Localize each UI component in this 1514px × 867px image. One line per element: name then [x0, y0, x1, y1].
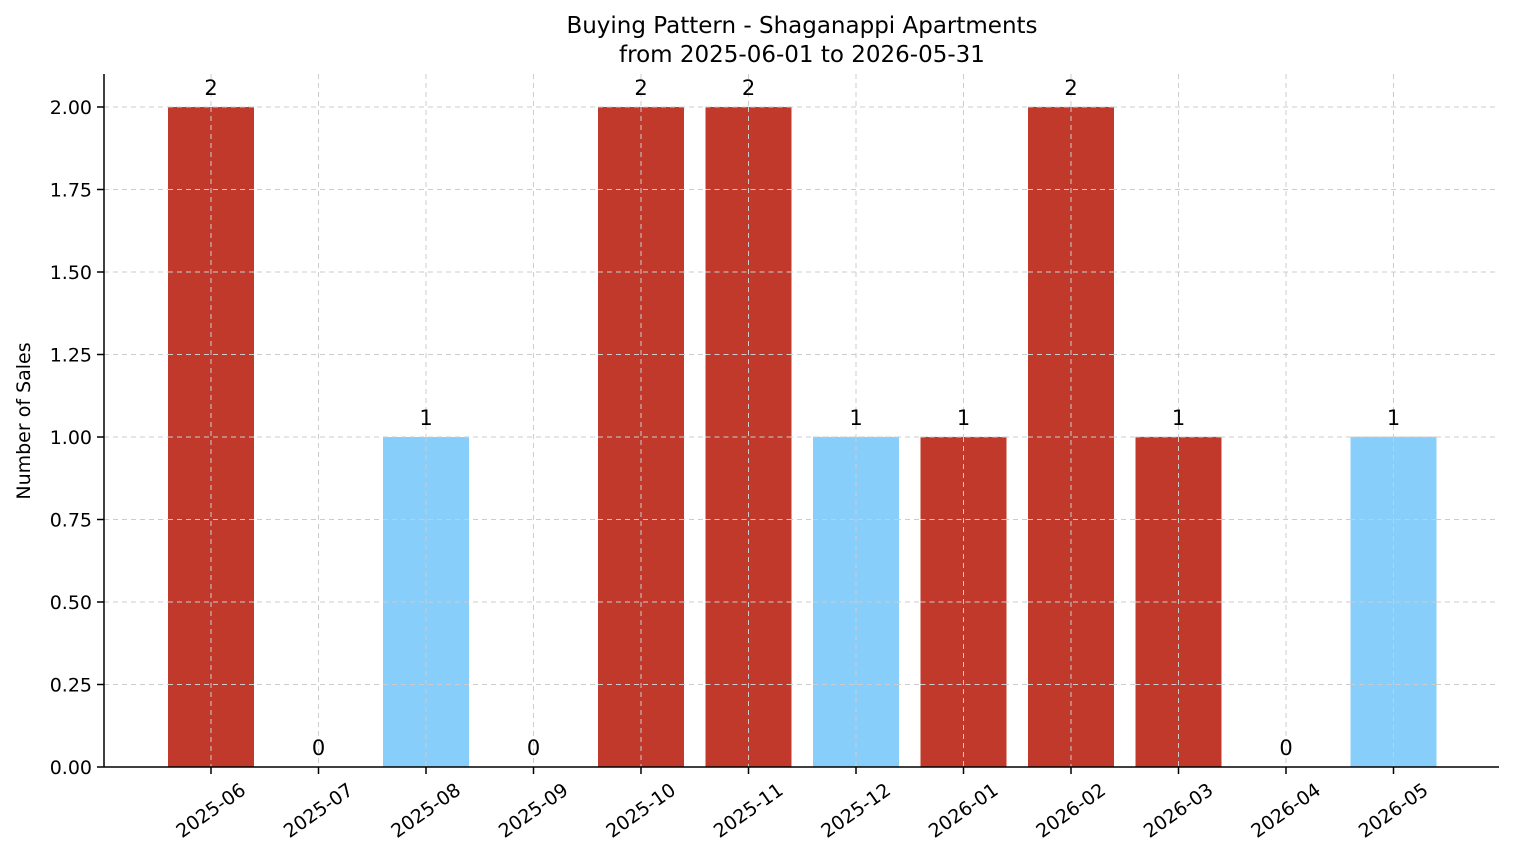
y-tick-label: 0.50 [50, 592, 92, 614]
data-label-2026-04: 0 [1279, 736, 1292, 760]
y-tick-label: 1.25 [50, 345, 92, 367]
axes-layer [97, 74, 1499, 774]
bars-layer [168, 106, 1437, 767]
x-tick-label-2026-04: 2026-04 [1247, 779, 1325, 843]
x-tick-label-2025-12: 2025-12 [817, 779, 895, 843]
y-tick-label: 2.00 [50, 97, 92, 119]
chart-subtitle: from 2025-06-01 to 2026-05-31 [619, 42, 985, 68]
y-axis-label: Number of Sales [13, 342, 35, 499]
data-label-2026-02: 2 [1064, 76, 1077, 100]
x-tick-label-2025-10: 2025-10 [602, 779, 680, 843]
data-label-2025-10: 2 [634, 76, 647, 100]
y-tick-label: 1.50 [50, 262, 92, 284]
x-tick-label-2026-01: 2026-01 [925, 779, 1003, 843]
chart-title: Buying Pattern - Shaganappi Apartments [566, 13, 1037, 39]
y-tick-label: 0.75 [50, 510, 92, 532]
x-tick-label-2025-06: 2025-06 [172, 779, 250, 843]
data-label-2026-03: 1 [1172, 406, 1185, 430]
x-tick-label-2026-02: 2026-02 [1032, 779, 1110, 843]
data-label-2025-12: 1 [849, 406, 862, 430]
y-tick-label: 1.00 [50, 427, 92, 449]
x-tick-label-2025-11: 2025-11 [710, 779, 788, 843]
y-tick-label: 0.00 [50, 757, 92, 779]
data-label-2025-06: 2 [204, 76, 217, 100]
x-tick-label-2026-03: 2026-03 [1140, 779, 1218, 843]
x-tick-label-2025-09: 2025-09 [495, 779, 573, 843]
y-tick-label: 1.75 [50, 180, 92, 202]
data-label-2025-09: 0 [527, 736, 540, 760]
data-label-2025-11: 2 [742, 76, 755, 100]
x-tick-label-2025-08: 2025-08 [387, 779, 465, 843]
data-label-2026-05: 1 [1387, 406, 1400, 430]
y-tick-label: 0.25 [50, 675, 92, 697]
grid-layer [104, 74, 1499, 768]
data-label-2025-08: 1 [419, 406, 432, 430]
data-label-2026-01: 1 [957, 406, 970, 430]
data-label-2025-07: 0 [312, 736, 325, 760]
x-tick-label-2025-07: 2025-07 [280, 779, 358, 843]
x-tick-label-2026-05: 2026-05 [1355, 779, 1433, 843]
